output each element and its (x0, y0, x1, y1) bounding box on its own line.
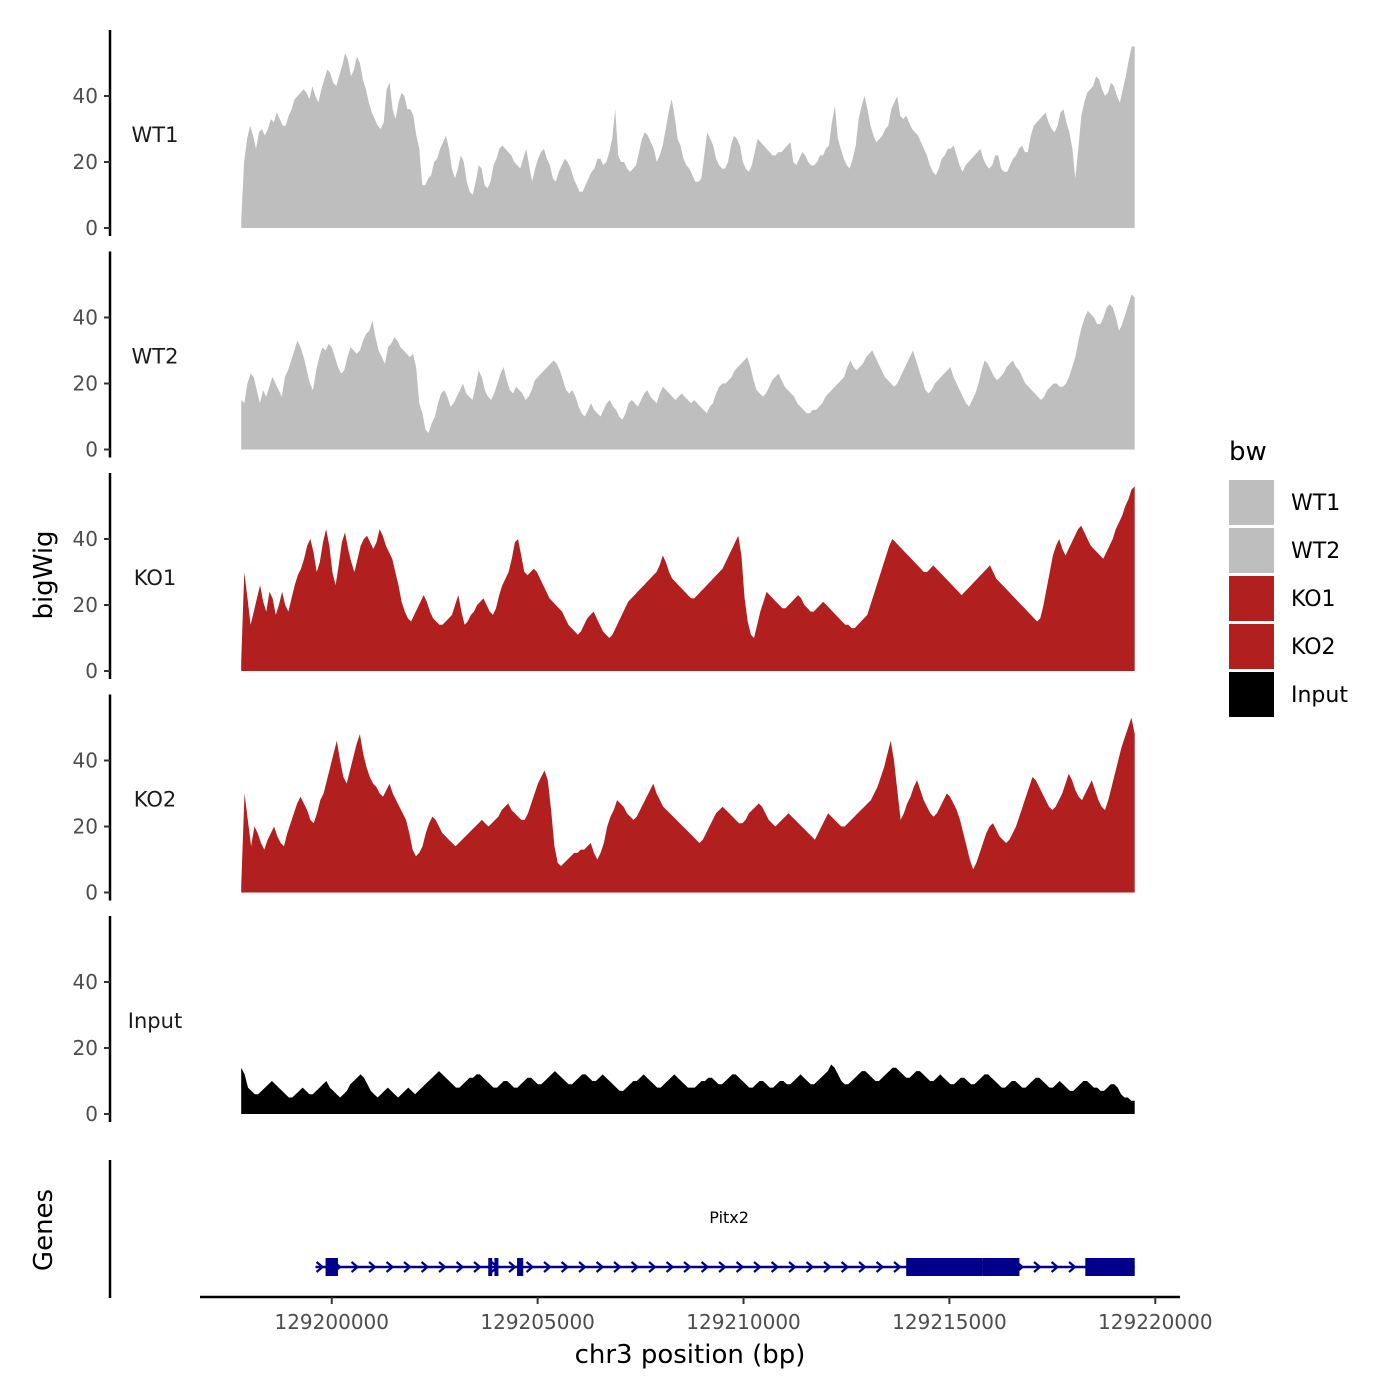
y-tick-label: 20 (73, 593, 98, 617)
strand-arrow-icon (805, 1261, 815, 1273)
track-label: KO1 (134, 566, 177, 590)
track-panel-ko2: 0 20 40 KO2 (73, 694, 1135, 905)
legend-label-wt1: WT1 (1291, 491, 1340, 516)
strand-arrow-icon (683, 1261, 692, 1273)
strand-arrow-icon (403, 1261, 412, 1273)
track-panel-ko1: 0 20 40 KO1 (73, 473, 1135, 683)
x-axis: 129200000 129205000 129210000 129215000 1292… (200, 1295, 1213, 1334)
strand-arrow-icon (385, 1261, 395, 1273)
y-tick-label: 40 (73, 749, 98, 773)
signal-area-ko1 (241, 486, 1135, 671)
y-tick-label: 40 (73, 306, 98, 330)
strand-arrow-icon (823, 1261, 832, 1273)
exon-block (1085, 1258, 1135, 1276)
strand-arrow-icon (735, 1261, 745, 1273)
legend-title: bw (1229, 437, 1267, 467)
x-tick-label: 129205000 (480, 1310, 595, 1334)
strand-arrow-icon (368, 1261, 377, 1273)
exon-block (906, 1258, 983, 1276)
strand-arrow-icon (508, 1261, 517, 1273)
x-tick-label: 129215000 (892, 1310, 1007, 1334)
exon-block (517, 1258, 524, 1276)
legend-swatch-input (1229, 672, 1274, 717)
exon-block (494, 1258, 499, 1276)
strand-arrow-icon (560, 1261, 570, 1273)
strand-arrow-icon (875, 1261, 885, 1273)
signal-area-wt1 (241, 46, 1135, 228)
strand-arrow-icon (613, 1261, 622, 1273)
track-panel-wt1: 0 20 40 WT1 (73, 30, 1135, 240)
signal-area-input (241, 1064, 1135, 1114)
genes-track: Pitx2 (108, 1160, 1135, 1298)
signal-area-ko2 (241, 717, 1135, 893)
x-tick-label: 129210000 (686, 1310, 801, 1334)
legend-swatch-wt1 (1229, 480, 1274, 525)
strand-arrow-icon (438, 1261, 447, 1273)
exon-block (488, 1258, 493, 1276)
exon-block (325, 1258, 338, 1276)
y-tick-label: 20 (73, 150, 98, 174)
gene-pitx2: Pitx2 (315, 1208, 1135, 1276)
strand-arrow-icon (543, 1261, 552, 1273)
exon-block (982, 1258, 1020, 1276)
x-tick-label: 129200000 (274, 1310, 389, 1334)
strand-arrow-icon (525, 1261, 535, 1273)
track-label: KO2 (134, 788, 177, 812)
strand-arrow-icon (315, 1261, 325, 1273)
x-tick-label: 129220000 (1098, 1310, 1213, 1334)
track-panel-wt2: 0 20 40 WT2 (73, 251, 1135, 462)
strand-arrow-icon (420, 1261, 430, 1273)
strand-arrow-icon (840, 1261, 850, 1273)
strand-arrow-icon (893, 1261, 902, 1273)
y-tick-label: 0 (85, 659, 98, 683)
legend-label-ko2: KO2 (1291, 635, 1336, 660)
legend-label-input: Input (1291, 683, 1348, 708)
track-label: WT1 (132, 123, 179, 147)
strand-arrow-icon (718, 1261, 727, 1273)
strand-arrow-icon (473, 1261, 482, 1273)
legend-label-ko1: KO1 (1291, 587, 1336, 612)
y-tick-label: 0 (85, 216, 98, 240)
legend: bw WT1 WT2 KO1 KO2 Input (1229, 437, 1348, 717)
strand-arrow-icon (578, 1261, 587, 1273)
strand-arrow-icon (630, 1261, 640, 1273)
signal-area-wt2 (241, 294, 1135, 450)
gene-name: Pitx2 (709, 1208, 749, 1227)
tracks-group: 0 20 40 WT1 0 20 40 WT2 0 20 40 KO1 0 20 40 KO2 0 20 40 Inp… (73, 30, 1135, 1126)
strand-arrow-icon (1033, 1261, 1042, 1273)
y-tick-label: 20 (73, 1036, 98, 1060)
strand-arrow-icon (665, 1261, 675, 1273)
strand-arrow-icon (648, 1261, 657, 1273)
y-tick-label: 0 (85, 1102, 98, 1126)
genes-axis-title: Genes (29, 1189, 59, 1271)
legend-swatch-wt2 (1229, 528, 1274, 573)
y-tick-label: 40 (73, 527, 98, 551)
track-label: Input (128, 1009, 182, 1033)
y-tick-label: 40 (73, 970, 98, 994)
y-tick-label: 0 (85, 438, 98, 462)
y-tick-label: 20 (73, 372, 98, 396)
strand-arrow-icon (350, 1261, 360, 1273)
strand-arrow-icon (770, 1261, 780, 1273)
y-tick-label: 40 (73, 84, 98, 108)
strand-arrow-icon (788, 1261, 797, 1273)
legend-swatch-ko1 (1229, 576, 1274, 621)
strand-arrow-icon (455, 1261, 465, 1273)
strand-arrow-icon (595, 1261, 605, 1273)
y-tick-label: 0 (85, 881, 98, 905)
strand-arrow-icon (1050, 1261, 1060, 1273)
strand-arrow-icon (700, 1261, 710, 1273)
track-label: WT2 (132, 345, 179, 369)
legend-label-wt2: WT2 (1291, 539, 1340, 564)
legend-swatch-ko2 (1229, 624, 1274, 669)
track-panel-input: 0 20 40 Input (73, 916, 1135, 1126)
strand-arrow-icon (753, 1261, 762, 1273)
strand-arrow-icon (858, 1261, 867, 1273)
y-axis-title: bigWig (29, 530, 59, 619)
x-axis-title: chr3 position (bp) (575, 1340, 806, 1370)
y-tick-label: 20 (73, 815, 98, 839)
strand-arrow-icon (1068, 1261, 1077, 1273)
